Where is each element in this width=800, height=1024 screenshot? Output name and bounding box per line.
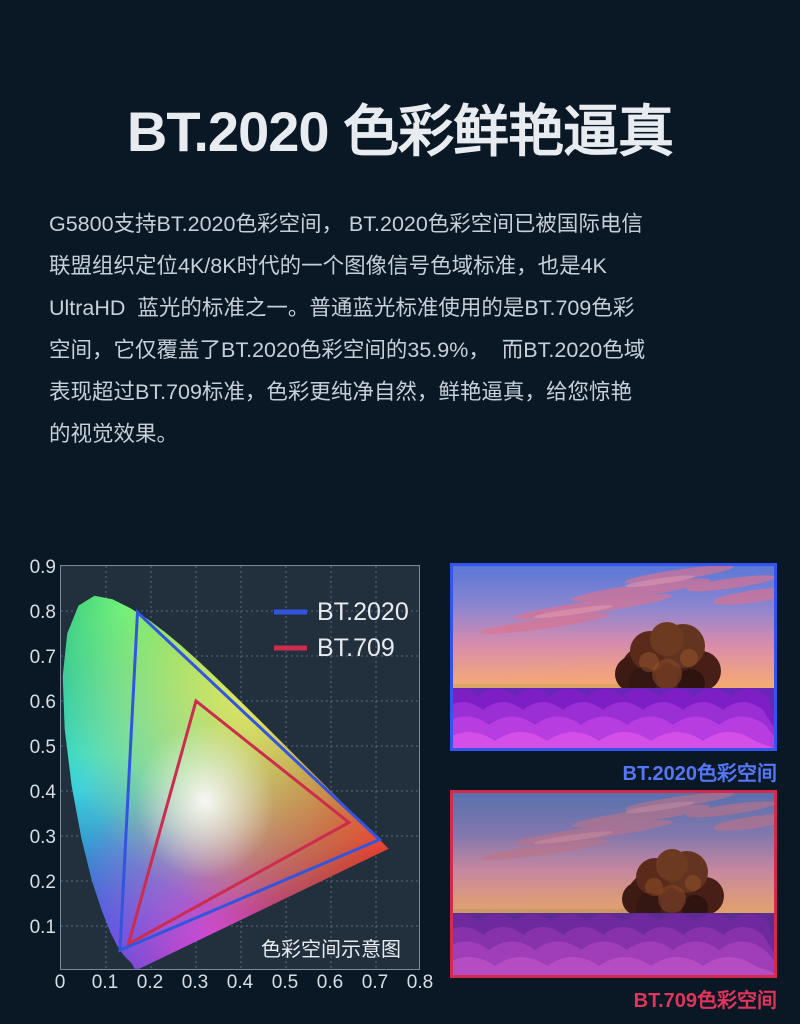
svg-text:色彩空间示意图: 色彩空间示意图: [261, 938, 401, 961]
svg-text:BT.2020: BT.2020: [317, 598, 409, 626]
svg-text:BT.709: BT.709: [317, 634, 395, 662]
